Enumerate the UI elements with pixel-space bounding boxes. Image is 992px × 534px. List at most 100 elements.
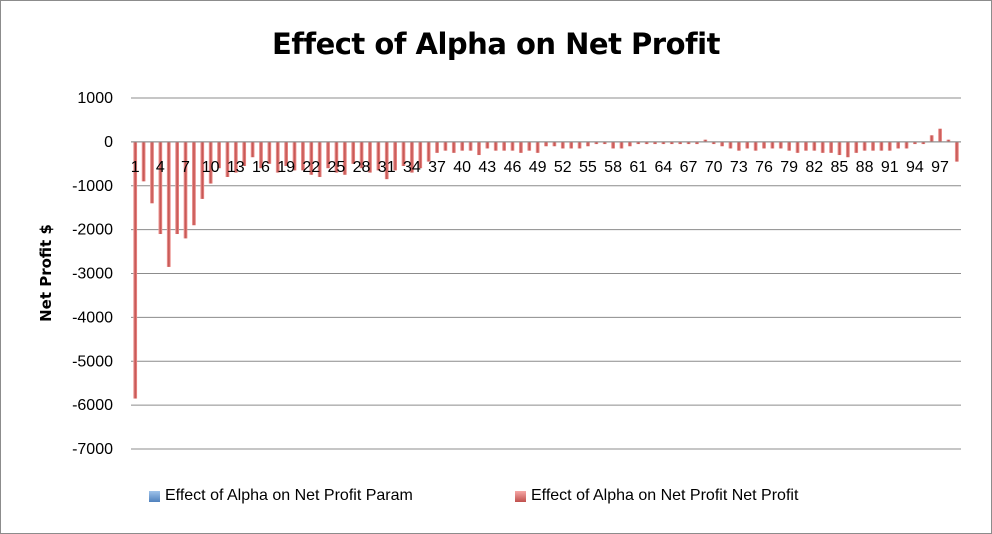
- y-tick-label: -3000: [72, 266, 113, 283]
- bar-net-profit: [158, 141, 163, 235]
- x-tick-label: 76: [755, 159, 773, 176]
- bar-net-profit: [326, 141, 330, 169]
- y-tick-label: 1000: [77, 90, 113, 107]
- bar-net-profit: [317, 141, 322, 177]
- bar-net-profit: [795, 141, 800, 153]
- y-tick-label: -4000: [72, 309, 113, 326]
- bar-net-profit: [804, 141, 808, 151]
- x-tick-label: 64: [654, 159, 672, 176]
- x-tick-label: 43: [478, 159, 496, 176]
- bar-net-profit: [401, 141, 406, 167]
- bar-net-profit: [938, 128, 942, 142]
- x-tick-label: 61: [629, 159, 647, 176]
- bar-net-profit: [720, 141, 724, 147]
- x-tick-label: 70: [705, 159, 723, 176]
- x-tick-label: 40: [453, 159, 471, 176]
- x-tick-label: 73: [730, 159, 748, 176]
- bar-net-profit: [342, 141, 347, 175]
- bar-net-profit: [845, 141, 850, 158]
- y-tick-label: -7000: [72, 441, 113, 458]
- bar-net-profit: [175, 141, 179, 235]
- bar-net-profit: [267, 141, 272, 164]
- bar-net-profit: [502, 141, 506, 151]
- bar-net-profit: [837, 141, 842, 156]
- bar-net-profit: [921, 141, 926, 145]
- legend-label-param: Effect of Alpha on Net Profit Param: [165, 487, 413, 504]
- x-tick-label: 91: [881, 159, 899, 176]
- bar-net-profit: [233, 141, 238, 173]
- bar-net-profit: [250, 141, 255, 158]
- bar-net-profit: [829, 141, 833, 153]
- bar-net-profit: [711, 141, 716, 145]
- bar-net-profit: [577, 141, 582, 149]
- bar-net-profit: [753, 141, 758, 151]
- bar-net-profit: [191, 141, 196, 226]
- x-tick-label: 49: [529, 159, 547, 176]
- bar-net-profit: [426, 141, 431, 162]
- legend-item-param: Effect of Alpha on Net Profit Param: [149, 487, 413, 505]
- y-tick-label: 0: [104, 134, 113, 151]
- bar-net-profit: [409, 141, 414, 173]
- x-tick-label: 4: [156, 159, 165, 176]
- bar-net-profit: [778, 141, 783, 149]
- bar-net-profit: [384, 141, 389, 180]
- x-tick-label: 37: [428, 159, 446, 176]
- x-tick-label: 82: [805, 159, 823, 176]
- bar-net-profit: [653, 141, 657, 145]
- bar-net-profit: [611, 141, 615, 149]
- bar-net-profit: [242, 141, 247, 167]
- x-tick-label: 10: [202, 159, 220, 176]
- x-tick-label: 46: [504, 159, 522, 176]
- bar-net-profit: [887, 141, 892, 151]
- bar-net-profit: [435, 141, 439, 153]
- bar-net-profit: [300, 141, 305, 171]
- x-tick-label: 16: [252, 159, 270, 176]
- bar-net-profit: [736, 141, 741, 151]
- bar-net-profit: [259, 141, 263, 169]
- bar-net-profit: [451, 141, 456, 153]
- y-tick-label: -1000: [72, 178, 113, 195]
- x-tick-label: 52: [554, 159, 572, 176]
- bar-net-profit: [695, 141, 699, 145]
- bar-net-profit: [946, 139, 951, 142]
- legend-item-net-profit: Effect of Alpha on Net Profit Net Profit: [515, 487, 798, 505]
- bar-net-profit: [728, 141, 733, 149]
- bar-net-profit: [686, 141, 691, 145]
- bar-net-profit: [544, 141, 548, 147]
- bar-net-profit: [896, 141, 901, 149]
- bar-net-profit: [745, 141, 750, 149]
- bar-net-profit: [359, 141, 364, 169]
- bar-net-profit: [183, 141, 188, 239]
- bar-net-profit: [904, 141, 909, 149]
- bar-net-profit: [644, 141, 649, 145]
- bar-net-profit: [284, 141, 288, 167]
- bar-net-profit: [493, 141, 498, 151]
- bar-net-profit: [518, 141, 523, 153]
- bar-net-profit: [376, 141, 381, 171]
- bar-net-profit: [468, 141, 473, 151]
- legend-swatch-param: [149, 490, 160, 502]
- x-tick-label: 58: [604, 159, 622, 176]
- bar-net-profit: [569, 141, 574, 149]
- x-tick-label: 1: [131, 159, 140, 176]
- bar-net-profit: [594, 141, 599, 145]
- bar-net-profit: [292, 141, 297, 171]
- bar-net-profit: [485, 141, 490, 149]
- x-tick-label: 55: [579, 159, 597, 176]
- bar-net-profit: [770, 141, 775, 149]
- bar-net-profit: [334, 141, 339, 173]
- y-tick-label: -2000: [72, 222, 113, 239]
- bar-net-profit: [602, 141, 607, 145]
- bar-net-profit: [275, 141, 280, 173]
- x-tick-label: 85: [831, 159, 849, 176]
- bar-net-profit: [443, 141, 448, 151]
- bar-net-profit: [636, 141, 641, 145]
- bar-net-profit: [166, 141, 171, 267]
- chart-title: Effect of Alpha on Net Profit: [272, 27, 720, 61]
- y-tick-label: -5000: [72, 353, 113, 370]
- bar-net-profit: [879, 141, 884, 151]
- bar-net-profit: [309, 141, 314, 175]
- bar-net-profit: [217, 141, 221, 169]
